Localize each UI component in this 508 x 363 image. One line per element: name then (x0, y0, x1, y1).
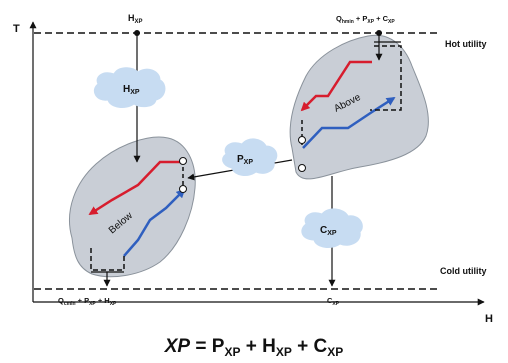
cold-utility-label: Cold utility (440, 266, 487, 276)
below-node-bottom (179, 185, 187, 193)
above-cold-stream (302, 96, 396, 149)
above-hot-stream (300, 60, 372, 112)
above-heat-bracket (370, 45, 402, 111)
cxp-cloud-label: CXP (320, 225, 337, 237)
x-axis-label: H (485, 313, 493, 325)
hxp-cloud-label: HXP (123, 84, 140, 96)
y-axis-label: T (13, 23, 20, 35)
above-node-bottom (298, 164, 306, 172)
top-hxp-label: HXP (128, 13, 143, 25)
top-qhmin-label: Qhmin + PXP + CXP (336, 14, 395, 25)
below-cold-stream (123, 188, 186, 257)
pxp-cloud (222, 138, 278, 176)
pxp-cloud-label: PXP (237, 154, 253, 166)
below-region (69, 136, 196, 278)
above-region (289, 34, 429, 180)
below-cool-bracket (90, 248, 125, 271)
hxp-cloud (93, 67, 166, 108)
above-node-top (298, 136, 306, 144)
top-hxp-dot (134, 30, 140, 36)
hot-utility-label: Hot utility (445, 39, 487, 49)
cxp-cloud (301, 208, 363, 248)
below-hot-stream (88, 160, 181, 216)
bottom-qcmin-label: Qcmin + PXP + HXP (58, 296, 117, 307)
bottom-cxp-label: CXP (327, 296, 340, 307)
below-node-top (179, 157, 187, 165)
top-q-dot (376, 30, 382, 36)
equation: XP = PXP + HXP + CXP (164, 336, 344, 359)
